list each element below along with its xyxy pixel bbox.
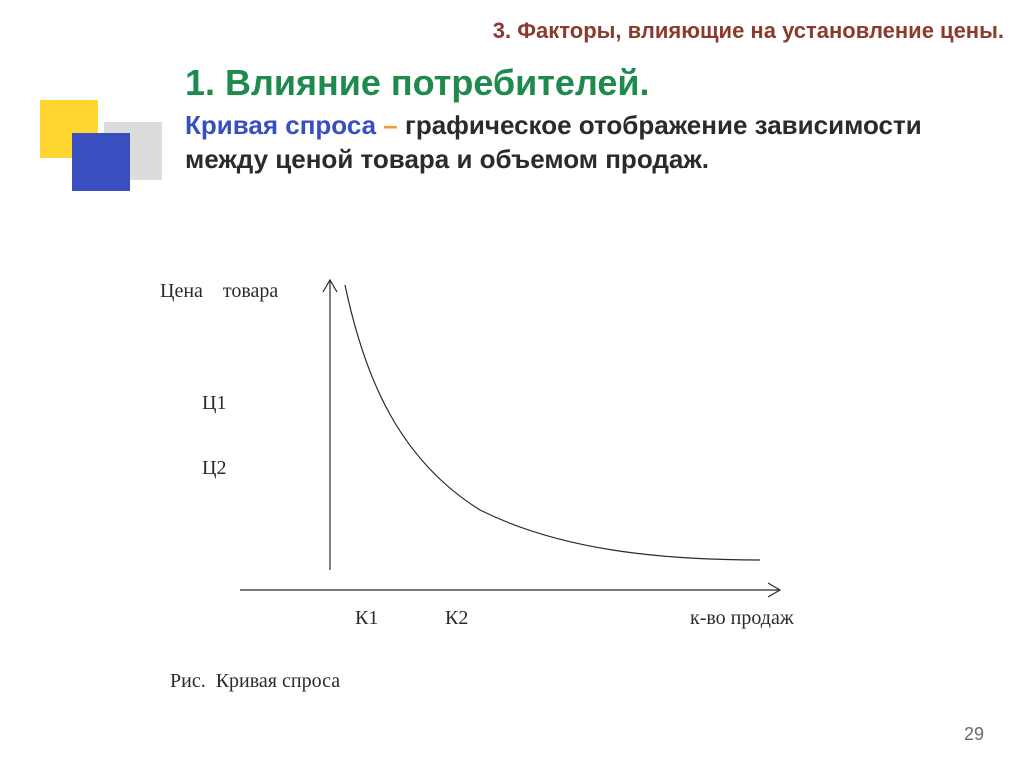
section-title: 1. Влияние потребителей. [185,62,650,104]
subtitle: Кривая спроса – графическое отображение … [185,108,984,177]
subtitle-dash: – [376,110,405,140]
x-axis-label: к-во продаж [690,607,794,630]
x-tick-2: К2 [445,607,468,630]
page-number: 29 [964,724,984,745]
y-axis-label: Цена товара [160,280,278,303]
subtitle-accent: Кривая спроса [185,110,376,140]
x-tick-1: К1 [355,607,378,630]
blue-square [72,133,130,191]
chart-caption: Рис. Кривая спроса [170,670,340,693]
y-tick-1: Ц1 [202,392,226,415]
y-tick-2: Ц2 [202,457,226,480]
demand-curve-chart: Цена товара Ц1 Ц2 К1 К2 к-во продаж Рис.… [140,270,900,690]
slide-header: 3. Факторы, влияющие на установление цен… [255,18,1004,44]
decorative-squares [0,75,160,215]
